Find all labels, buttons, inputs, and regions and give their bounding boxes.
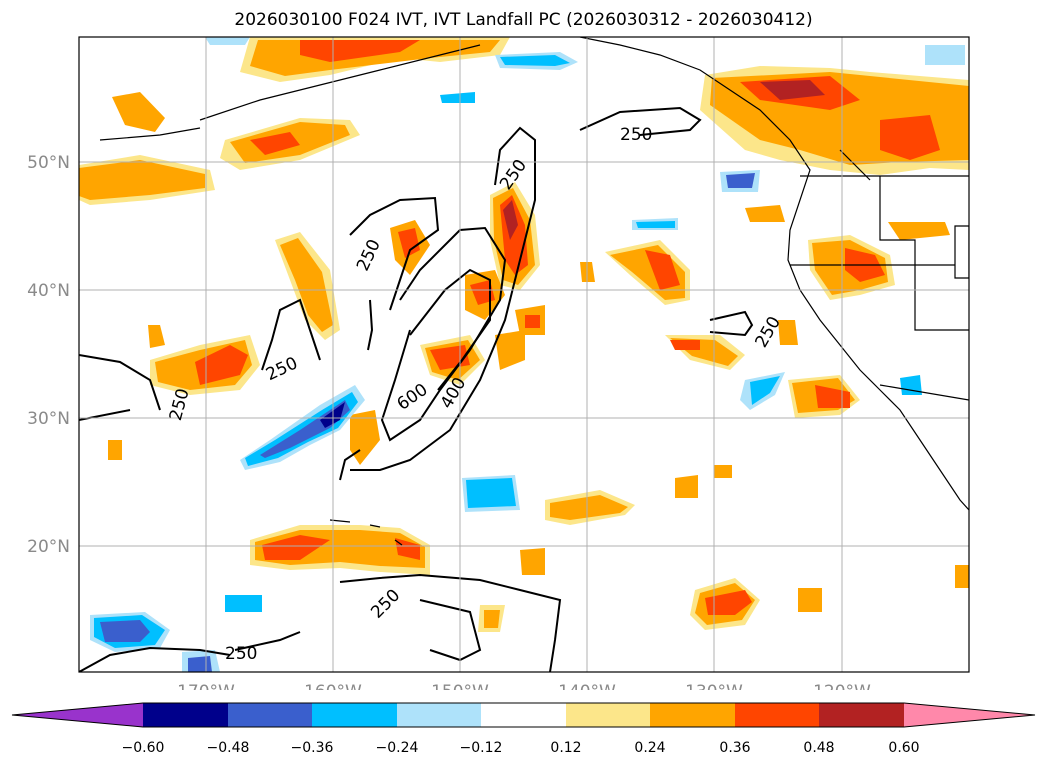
map-title: 2026030100 F024 IVT, IVT Landfall PC (20… — [234, 10, 813, 30]
lon-label: 170°W — [177, 682, 235, 690]
colorbar-tick-label: −0.48 — [207, 740, 250, 756]
colorbar-tick-label: 0.24 — [634, 740, 665, 756]
colorbar-outline — [11, 702, 1036, 728]
coastlines — [99, 37, 969, 546]
positive-shading — [79, 37, 969, 632]
colorbar-segment — [143, 703, 228, 727]
colorbar-tick-label: −0.36 — [291, 740, 334, 756]
lon-label: 160°W — [304, 682, 362, 690]
colorbar-tick-label: −0.60 — [122, 740, 165, 756]
colorbar-segment — [397, 703, 481, 727]
colorbar-segment — [312, 703, 397, 727]
colorbar-segment — [904, 703, 1035, 727]
lat-label: 40°N — [27, 281, 70, 301]
colorbar-tick-label: 0.12 — [550, 740, 581, 756]
colorbar-tick-label: 0.60 — [888, 740, 919, 756]
colorbar-tick-label: −0.24 — [376, 740, 419, 756]
ivt-map: 250 250 250 250 250 250 250 250 400 600 … — [27, 36, 970, 690]
lat-label: 50°N — [27, 153, 70, 173]
colorbar-segment — [650, 703, 735, 727]
lon-label: 130°W — [685, 682, 743, 690]
colorbar-segment — [228, 703, 312, 727]
colorbar-tick-label: 0.36 — [719, 740, 750, 756]
colorbar-segment — [12, 703, 143, 727]
colorbar-ticks: −0.60 −0.48 −0.36 −0.24 −0.12 0.12 0.24 … — [122, 740, 920, 756]
colorbar-tick-label: −0.12 — [460, 740, 503, 756]
colorbar-segment — [735, 703, 819, 727]
contour-label: 250 — [620, 125, 652, 145]
colorbar-tick-label: 0.48 — [803, 740, 834, 756]
colorbar-segment — [566, 703, 650, 727]
lon-label: 140°W — [558, 682, 616, 690]
lat-label: 20°N — [27, 537, 70, 557]
lon-label: 120°W — [813, 682, 871, 690]
colorbar-segments — [11, 702, 1036, 728]
lon-label: 150°W — [431, 682, 489, 690]
colorbar-segment — [819, 703, 904, 727]
negative-shading — [90, 37, 965, 672]
colorbar-segment — [481, 703, 566, 727]
graticule — [79, 37, 969, 672]
contour-label: 250 — [225, 644, 257, 664]
lat-label: 30°N — [27, 409, 70, 429]
